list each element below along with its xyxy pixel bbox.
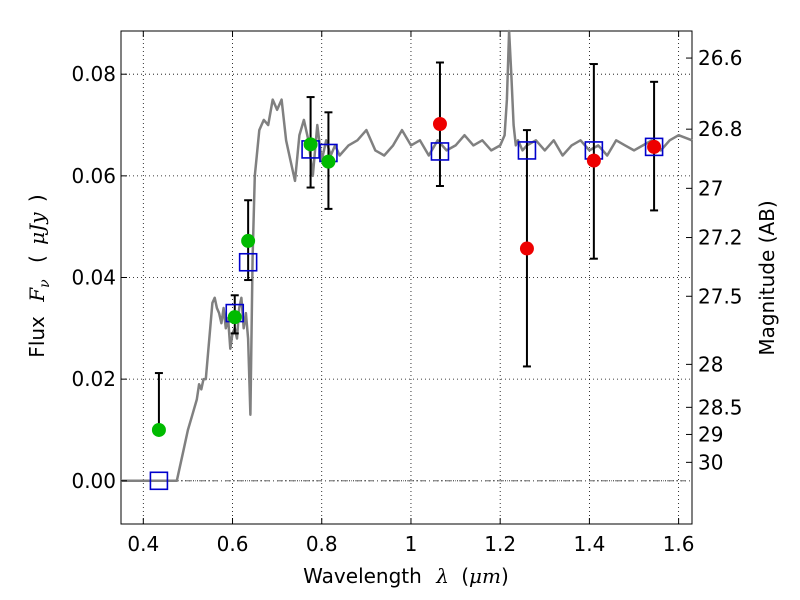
y-tick-label-3: 0.06 [71, 164, 116, 188]
x-tick-label-0: 0.4 [127, 532, 159, 556]
x-tick-label-6: 1.6 [663, 532, 695, 556]
x-axis-label-unit-open: ( [461, 564, 469, 588]
x-axis-label: Wavelength λ (μm) [303, 564, 509, 588]
x-tick-label-2: 0.8 [306, 532, 338, 556]
y-tick-label-0: 0.00 [71, 469, 116, 493]
model-box-2 [238, 252, 258, 272]
y-axis-label-unit: μJy [25, 212, 49, 245]
green-point-4 [321, 154, 336, 169]
y-axis-ticks: 0.00 0.02 0.04 0.06 0.08 [71, 62, 127, 493]
mag-tick-label-1: 26.8 [698, 117, 743, 141]
y-axis-label: Flux Fν ( μJy ) [25, 194, 54, 357]
model-photometry-boxes [149, 137, 664, 491]
magnitude-axis-ticks: 26.6 26.8 27 27.2 27.5 28 28.5 29 30 [686, 46, 743, 474]
observed-photometry-points [151, 117, 662, 437]
model-spectrum [121, 29, 693, 483]
y-axis-label-subscript: ν [37, 279, 53, 288]
mag-tick-label-6: 28.5 [698, 395, 743, 419]
x-axis-label-unit: μm [469, 564, 501, 588]
grid-lines [121, 31, 692, 524]
green-point-2 [241, 233, 256, 248]
model-box-0 [149, 471, 169, 491]
error-bars [154, 61, 659, 431]
y-tick-label-4: 0.08 [71, 62, 116, 86]
red-point-1 [519, 241, 534, 256]
green-point-0 [151, 422, 166, 437]
model-box-8 [644, 137, 664, 157]
x-axis-ticks: 0.4 0.6 0.8 1 1.2 1.4 1.6 [127, 31, 695, 556]
magnitude-axis-label: Magnitude (AB) [755, 200, 779, 355]
mag-tick-label-0: 26.6 [698, 46, 743, 70]
model-box-5 [430, 142, 450, 161]
x-tick-label-3: 1 [405, 532, 418, 556]
y-axis-label-unit-open: ( [25, 255, 49, 263]
mag-tick-label-2: 27 [698, 176, 723, 200]
green-point-3 [303, 137, 318, 152]
mag-tick-label-7: 29 [698, 422, 723, 446]
y-tick-label-1: 0.02 [71, 367, 116, 391]
y-axis-label-main: Flux [25, 316, 49, 358]
x-axis-label-symbol: λ [435, 564, 449, 588]
x-axis-label-unit-close: ) [501, 564, 509, 588]
y-axis-label-unit-close: ) [25, 194, 49, 202]
spectrum-line [121, 29, 693, 483]
model-box-6 [517, 141, 537, 160]
x-tick-label-1: 0.6 [217, 532, 249, 556]
x-axis-label-main: Wavelength [303, 564, 422, 588]
red-point-0 [432, 117, 447, 132]
mag-tick-label-4: 27.5 [698, 284, 743, 308]
mag-tick-label-8: 30 [698, 450, 723, 474]
green-point-1 [227, 310, 242, 325]
red-point-3 [647, 139, 662, 154]
mag-tick-label-5: 28 [698, 352, 723, 376]
red-point-2 [586, 153, 601, 168]
y-tick-label-2: 0.04 [71, 266, 116, 290]
plot-frame [120, 30, 693, 525]
y-axis-label-symbol: F [25, 287, 49, 303]
x-tick-label-5: 1.4 [573, 532, 605, 556]
x-tick-label-4: 1.2 [484, 532, 516, 556]
mag-tick-label-3: 27.2 [698, 226, 743, 250]
